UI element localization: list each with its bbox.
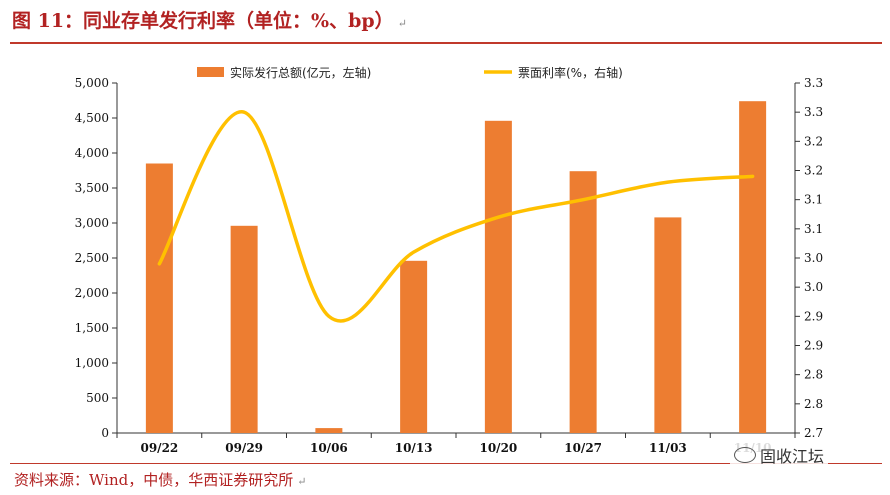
x-tick-label: 09/29 [225, 441, 263, 455]
x-tick-label: 10/27 [564, 441, 602, 455]
y-right-tick-label: 3.2 [804, 164, 823, 178]
bar [315, 428, 343, 433]
bar [739, 101, 767, 433]
x-tick-label: 10/13 [395, 441, 433, 455]
bar [230, 225, 258, 433]
y-right-tick-label: 3.1 [804, 222, 823, 236]
bar [400, 260, 428, 433]
y-right-tick-label: 2.8 [804, 397, 823, 411]
watermark: 固收江坛 [730, 442, 829, 468]
bar [145, 163, 173, 433]
y-right-tick-label: 2.7 [804, 426, 823, 440]
y-right-tick-label: 3.3 [804, 105, 823, 119]
y-right-tick-label: 3.3 [804, 76, 823, 90]
x-tick-label: 11/03 [649, 441, 687, 455]
y-left-tick-label: 1,000 [75, 356, 109, 370]
y-left-tick-label: 3,500 [75, 181, 109, 195]
bar [654, 217, 682, 433]
y-right-tick-label: 3.0 [804, 251, 823, 265]
y-right-tick-label: 3.1 [804, 193, 823, 207]
wechat-icon [734, 447, 756, 463]
y-right-tick-label: 3.0 [804, 280, 823, 294]
y-right-tick-label: 2.9 [804, 339, 823, 353]
y-left-tick-label: 4,500 [75, 111, 109, 125]
y-left-tick-label: 500 [86, 391, 109, 405]
bar [569, 171, 597, 433]
title-rule [10, 42, 882, 44]
legend-label-bar: 实际发行总额(亿元，左轴) [230, 65, 371, 80]
y-left-tick-label: 3,000 [75, 216, 109, 230]
bar [484, 120, 512, 434]
y-left-tick-label: 5,000 [75, 76, 109, 90]
source-rule [10, 463, 882, 464]
legend-swatch-bar [197, 67, 224, 77]
source-note: 资料来源：Wind，中债，华西证券研究所 ↵ [14, 471, 307, 489]
y-left-tick-label: 1,500 [75, 321, 109, 335]
y-right-tick-label: 2.9 [804, 309, 823, 323]
x-tick-label: 09/22 [140, 441, 178, 455]
y-left-tick-label: 0 [101, 426, 109, 440]
y-left-tick-label: 4,000 [75, 146, 109, 160]
y-right-tick-label: 3.2 [804, 134, 823, 148]
x-tick-label: 10/06 [310, 441, 348, 455]
x-tick-label: 10/20 [479, 441, 517, 455]
y-right-tick-label: 2.8 [804, 368, 823, 382]
y-left-tick-label: 2,000 [75, 286, 109, 300]
y-left-tick-label: 2,500 [75, 251, 109, 265]
legend-label-line: 票面利率(%，右轴) [518, 65, 623, 80]
chart-title: 图 11：同业存单发行利率（单位：%、bp） ↵ [12, 10, 407, 32]
